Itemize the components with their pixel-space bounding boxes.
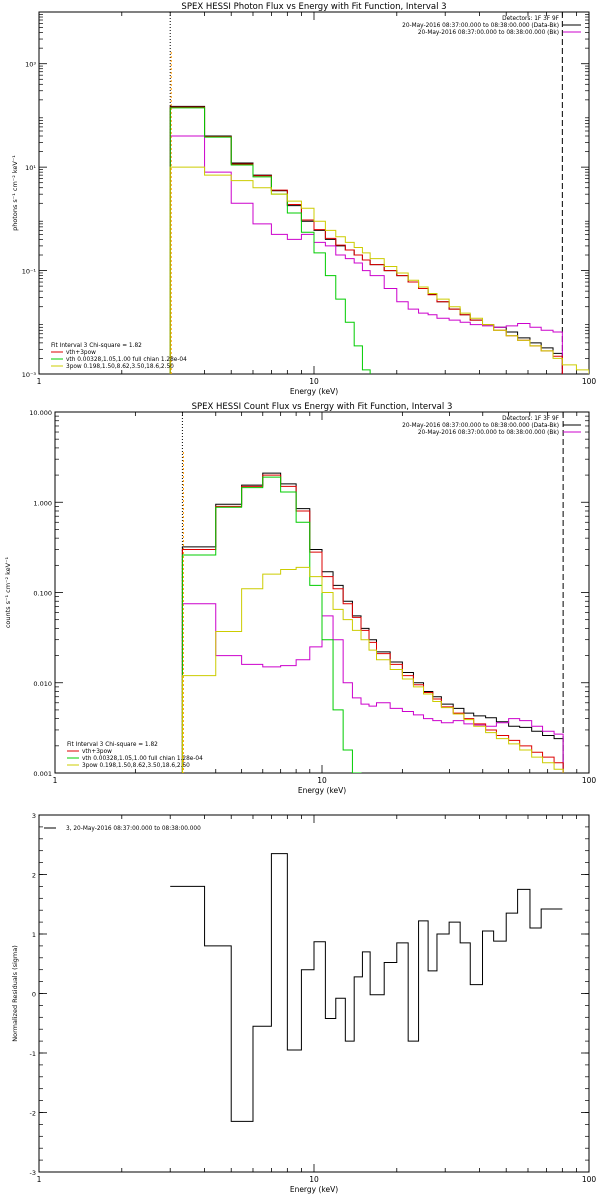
header-line: Detectors: 1F 3F 9F bbox=[502, 16, 559, 22]
x-axis-label: Energy (keV) bbox=[290, 387, 338, 396]
series-3-20-may-2016-08-37-00-000-to-08-38-00-000-line bbox=[170, 853, 563, 1122]
series-bk-line bbox=[169, 135, 563, 374]
y-tick-label: 10.000 bbox=[29, 409, 52, 417]
y-tick-label: 1.000 bbox=[33, 499, 52, 507]
y-tick-label: 1 bbox=[32, 931, 36, 939]
series-vth-line bbox=[169, 107, 371, 374]
y-tick-label: -3 bbox=[30, 1169, 36, 1177]
x-tick-label: 10 bbox=[309, 1175, 319, 1184]
series-data-bk-line bbox=[169, 105, 563, 374]
series-3pow-line bbox=[169, 166, 589, 374]
plot-frame bbox=[38, 11, 590, 375]
plot-frame bbox=[38, 814, 590, 1173]
header-line: 20-May-2016 08:37:00.000 to 08:38:00.000… bbox=[418, 430, 559, 436]
y-tick-label: 10³ bbox=[25, 61, 36, 69]
y-tick-label: -2 bbox=[30, 1110, 36, 1118]
series-group bbox=[181, 472, 564, 773]
x-tick-label: 100 bbox=[582, 1175, 597, 1184]
series-vth-line bbox=[181, 476, 362, 773]
x-tick-label: 10 bbox=[317, 776, 327, 785]
series-bk-line bbox=[181, 603, 564, 773]
series-vth-3pow-line bbox=[169, 106, 563, 374]
header-line: 20-May-2016 08:37:00.000 to 08:38:00.000… bbox=[402, 423, 559, 429]
y-tick-label: 0.100 bbox=[33, 590, 52, 598]
y-tick-label: -1 bbox=[30, 1050, 36, 1058]
chart-panel-3: 1 10 100 Energy (keV) -3 -2 -1 0 1 2 3 Normalized R… bbox=[11, 812, 596, 1194]
y-tick-label: 2 bbox=[32, 872, 36, 880]
legend-label: 3pow 0.198,1.50,8.62,3.50,18.6,2.50 bbox=[66, 364, 174, 370]
legend-label: 3, 20-May-2016 08:37:00.000 to 08:38:00.… bbox=[66, 826, 201, 832]
legend-label: vth+3pow bbox=[66, 350, 96, 356]
x-tick-label: 1 bbox=[37, 377, 42, 386]
x-tick-label: 100 bbox=[582, 377, 597, 386]
header-line: Detectors: 1F 3F 9F bbox=[502, 416, 559, 422]
chart-title: SPEX HESSI Count Flux vs Energy with Fit… bbox=[192, 402, 453, 412]
x-axis-label: Energy (keV) bbox=[298, 786, 346, 795]
chart-panel-1: SPEX HESSI Photon Flux vs Energy with Fi… bbox=[11, 2, 596, 396]
x-tick-label: 1 bbox=[53, 776, 58, 785]
x-axis-label: Energy (keV) bbox=[290, 1185, 338, 1194]
chart-panel-2: SPEX HESSI Count Flux vs Energy with Fit… bbox=[4, 402, 596, 795]
x-tick-label: 100 bbox=[582, 776, 597, 785]
legend-title: Fit Interval 3 Chi-square = 1.82 bbox=[51, 343, 142, 349]
series-vth-3pow-line bbox=[181, 474, 564, 773]
x-tick-label: 1 bbox=[37, 1175, 42, 1184]
y-axis-label: counts s⁻¹ cm⁻² keV⁻¹ bbox=[4, 556, 12, 628]
y-tick-label: 10⁻³ bbox=[22, 371, 37, 379]
y-tick-label: 0 bbox=[32, 991, 36, 999]
chart-title: SPEX HESSI Photon Flux vs Energy with Fi… bbox=[181, 2, 446, 12]
series-3pow-line bbox=[181, 566, 564, 773]
series-group bbox=[170, 853, 563, 1122]
legend-label: 3pow 0.198,1.50,8.62,3.50,18.6,2.50 bbox=[82, 763, 190, 769]
series-data-bk-line bbox=[181, 472, 564, 773]
y-tick-label: 10¹ bbox=[25, 164, 36, 172]
y-axis-label: photons s⁻¹ cm⁻² keV⁻¹ bbox=[11, 155, 19, 231]
y-axis-label: Normalized Residuals (sigma) bbox=[11, 945, 19, 1042]
y-tick-label: 0.001 bbox=[33, 770, 52, 778]
y-tick-label: 10⁻¹ bbox=[22, 268, 37, 276]
legend-label: vth+3pow bbox=[82, 749, 112, 755]
legend-label: vth 0.00328,1.05,1.00 full chian 1.28e-0… bbox=[82, 756, 203, 762]
series-group bbox=[169, 105, 589, 374]
y-tick-label: 0.010 bbox=[33, 680, 52, 688]
x-tick-label: 10 bbox=[309, 377, 319, 386]
header-line: 20-May-2016 08:37:00.000 to 08:38:00.000… bbox=[402, 23, 559, 29]
legend-label: vth 0.00328,1.05,1.00 full chian 1.28e-0… bbox=[66, 357, 187, 363]
y-tick-label: 3 bbox=[32, 812, 36, 820]
header-line: 20-May-2016 08:37:00.000 to 08:38:00.000… bbox=[418, 30, 559, 36]
legend-title: Fit Interval 3 Chi-square = 1.82 bbox=[67, 742, 158, 748]
